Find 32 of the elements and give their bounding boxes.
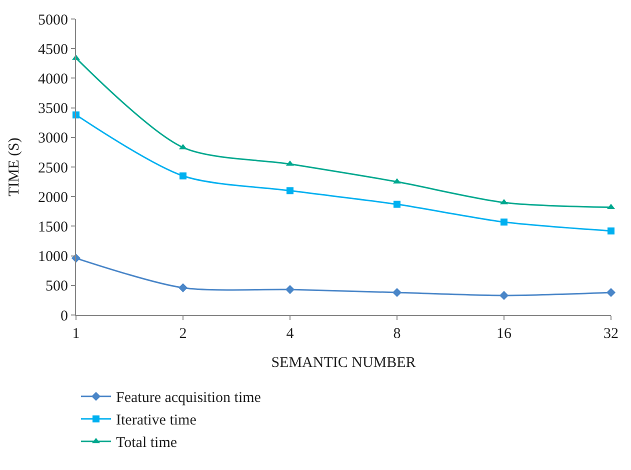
x-tick-label: 32 (604, 326, 618, 342)
y-tick-label: 4000 (38, 71, 68, 88)
legend-label: Total time (116, 435, 178, 452)
point (286, 187, 294, 194)
x-tick-label: 4 (286, 326, 294, 342)
y-tick-label: 0 (60, 308, 68, 324)
y-tick-label: 500 (46, 278, 68, 295)
point (392, 288, 402, 298)
y-tick-label: 2500 (38, 160, 68, 176)
point (394, 200, 400, 208)
point (178, 283, 188, 292)
y-tick-label: 3000 (38, 130, 68, 147)
point (499, 290, 509, 300)
point (606, 288, 616, 298)
x-tick-label: 2 (179, 326, 187, 342)
x-tick-label: 8 (393, 326, 401, 342)
y-tick-label: 4500 (38, 42, 68, 58)
point (285, 284, 295, 294)
y-tick-label: 3500 (38, 101, 68, 118)
legend-label: Feature acquisition time (116, 390, 262, 406)
point (608, 227, 614, 234)
y-tick-label: 5000 (38, 12, 68, 28)
x-tick-label: 1 (72, 326, 80, 342)
y-axis-title: TIME (S) (6, 138, 22, 196)
y-tick-label: 2000 (38, 190, 68, 206)
point (500, 218, 508, 226)
x-axis-title: SEMANTIC NUMBER (271, 355, 416, 371)
x-tick-label: 16 (496, 326, 512, 342)
legend-label: Iterative time (116, 412, 197, 429)
y-tick-label: 1500 (38, 219, 68, 236)
y-tick-label: 1000 (38, 249, 68, 266)
point (180, 172, 186, 180)
